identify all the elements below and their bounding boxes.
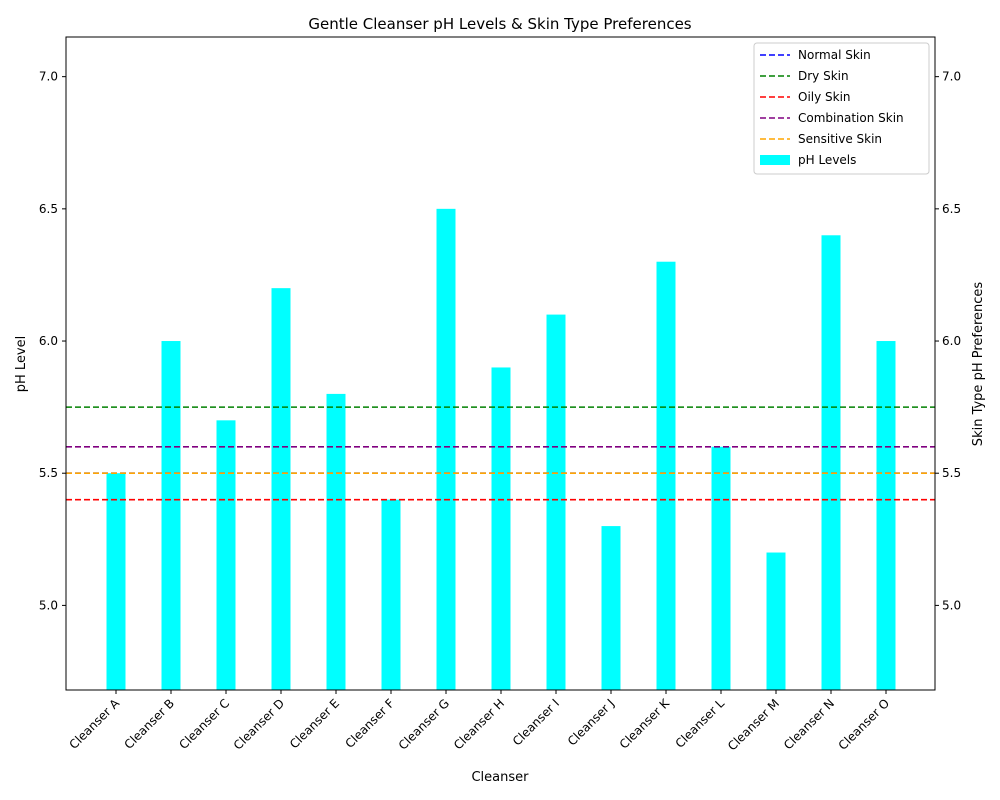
xtick-label: Cleanser C [176, 696, 232, 752]
bar-cleanser-l [711, 446, 731, 690]
ytick-label-left: 5.5 [39, 466, 58, 480]
y-axis-label: pH Level [14, 336, 29, 392]
legend-label: pH Levels [798, 153, 856, 167]
bar-cleanser-d [271, 288, 291, 690]
bar-cleanser-i [546, 314, 566, 690]
ytick-label-right: 6.0 [942, 334, 961, 348]
legend-label: Sensitive Skin [798, 132, 882, 146]
xtick-label: Cleanser H [451, 696, 507, 752]
xtick-label: Cleanser A [67, 696, 123, 752]
reference-lines-layer [66, 406, 935, 501]
xtick-label: Cleanser J [565, 696, 617, 748]
ytick-label-right: 5.5 [942, 466, 961, 480]
ytick-label-right: 6.5 [942, 202, 961, 216]
legend-box [753, 42, 930, 175]
xtick-label: Cleanser L [673, 696, 728, 751]
ytick-label-left: 6.0 [39, 334, 58, 348]
legend-label: Normal Skin [798, 48, 871, 62]
legend-label: Combination Skin [798, 111, 904, 125]
legend-swatch [760, 155, 790, 165]
legend: Normal Skin Dry Skin Oily Skin Combination … [753, 42, 930, 175]
bar-cleanser-o [876, 341, 896, 690]
bar-cleanser-m [766, 552, 786, 690]
legend-label: Oily Skin [798, 90, 851, 104]
xtick-label: Cleanser M [725, 696, 782, 753]
bar-cleanser-j [601, 526, 621, 690]
chart-title: Gentle Cleanser pH Levels & Skin Type Pr… [308, 15, 691, 33]
xtick-label: Cleanser E [287, 696, 342, 751]
bar-cleanser-b [161, 341, 181, 690]
bar-cleanser-g [436, 208, 456, 690]
xtick-label: Cleanser B [121, 696, 177, 752]
xtick-label: Cleanser K [617, 695, 673, 751]
y-axis-right: 5.0 5.5 6.0 6.5 7.0 [935, 70, 961, 612]
bar-cleanser-c [216, 420, 236, 690]
xtick-label: Cleanser O [836, 696, 892, 752]
bar-cleanser-e [326, 393, 346, 690]
y-axis-label-right: Skin Type pH Preferences [971, 282, 986, 447]
y-axis-left: 5.0 5.5 6.0 6.5 7.0 [39, 70, 66, 612]
ytick-label-left: 6.5 [39, 202, 58, 216]
ytick-label-left: 5.0 [39, 598, 58, 612]
ytick-label-right: 7.0 [942, 70, 961, 84]
legend-label: Dry Skin [798, 69, 849, 83]
bar-cleanser-k [656, 261, 676, 690]
xtick-label: Cleanser D [231, 696, 287, 752]
xtick-label: Cleanser I [510, 696, 562, 748]
ytick-label-right: 5.0 [942, 598, 961, 612]
bar-cleanser-h [491, 367, 511, 690]
ytick-label-left: 7.0 [39, 70, 58, 84]
bar-cleanser-f [381, 499, 401, 690]
x-axis-label: Cleanser [471, 770, 529, 785]
xtick-label: Cleanser N [781, 696, 837, 752]
bars-layer [106, 208, 896, 690]
xtick-label: Cleanser G [396, 696, 452, 752]
bar-cleanser-a [106, 473, 126, 690]
bar-cleanser-n [821, 235, 841, 690]
xtick-label: Cleanser F [342, 696, 397, 751]
